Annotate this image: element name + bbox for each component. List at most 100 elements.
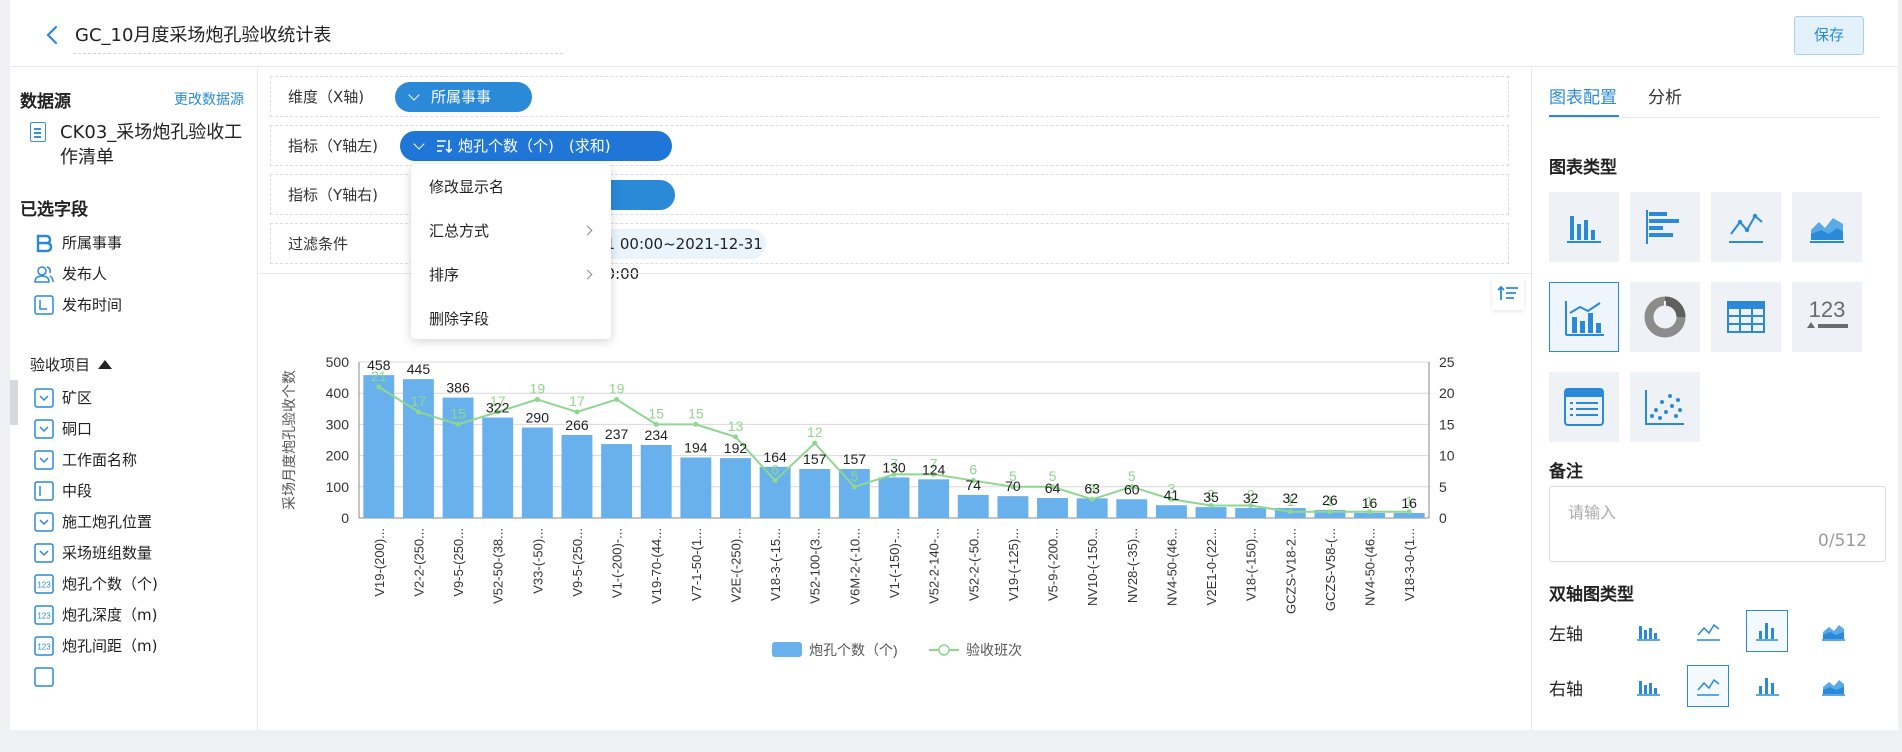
dropdown-icon bbox=[34, 450, 54, 470]
save-button[interactable]: 保存 bbox=[1794, 16, 1864, 55]
x-axis-field-pill[interactable]: 所属事事 bbox=[395, 82, 532, 112]
bar-data-label: 157 bbox=[803, 451, 827, 467]
y2-tick-label: 15 bbox=[1439, 416, 1455, 432]
bar bbox=[482, 417, 514, 518]
left-axis-type-area[interactable] bbox=[1812, 610, 1854, 652]
y-left-row[interactable]: 指标（Y轴左) 炮孔个数（个) (求和) bbox=[270, 125, 1509, 166]
text-icon bbox=[34, 481, 54, 501]
line-point bbox=[772, 478, 778, 484]
chart-type-area[interactable] bbox=[1792, 192, 1862, 262]
bar bbox=[838, 469, 870, 518]
line-point bbox=[534, 396, 540, 402]
menu-item-aggregation[interactable]: 汇总方式 bbox=[429, 216, 599, 246]
line-point bbox=[1406, 509, 1412, 515]
number-icon-text: 123 bbox=[37, 643, 51, 652]
menu-item-label: 修改显示名 bbox=[429, 178, 505, 196]
line-chart-icon bbox=[1697, 678, 1720, 696]
chevron-right-icon bbox=[582, 269, 593, 280]
bar bbox=[918, 479, 950, 518]
left-axis-type-column[interactable] bbox=[1746, 610, 1788, 652]
line-point bbox=[931, 471, 937, 477]
remark-heading: 备注 bbox=[1549, 462, 1583, 482]
panel-collapse-handle[interactable] bbox=[10, 380, 18, 425]
x-tick-label: NV4-50-(46... bbox=[1363, 528, 1378, 606]
right-axis-type-line[interactable] bbox=[1687, 665, 1729, 707]
bar-data-label: 60 bbox=[1124, 481, 1140, 497]
right-axis-type-bar[interactable] bbox=[1627, 665, 1669, 707]
remark-textarea[interactable]: 请输入 0/512 bbox=[1549, 486, 1886, 562]
x-tick-label: NV4-50-(46... bbox=[1164, 528, 1179, 606]
line-data-label: 6 bbox=[771, 462, 779, 478]
area-chart-icon bbox=[1810, 218, 1844, 243]
dropdown-icon bbox=[34, 388, 54, 408]
bar-data-label: 445 bbox=[407, 361, 431, 377]
line-chart-icon bbox=[1697, 623, 1720, 641]
line-point bbox=[1248, 503, 1254, 509]
legend-label: 炮孔个数（个) bbox=[809, 642, 898, 658]
line-point bbox=[1129, 484, 1135, 490]
report-title-input[interactable]: GC_10月度采场炮孔验收统计表 bbox=[73, 18, 563, 54]
bar bbox=[561, 435, 593, 518]
right-axis-type-column[interactable] bbox=[1746, 665, 1788, 707]
line-data-label: 13 bbox=[728, 418, 744, 434]
chart-type-table[interactable] bbox=[1711, 282, 1781, 352]
line-data-label: 5 bbox=[1049, 468, 1057, 484]
right-axis-type-area[interactable] bbox=[1812, 665, 1854, 707]
chart-type-line[interactable] bbox=[1711, 192, 1781, 262]
field-label: 采场班组数量 bbox=[62, 544, 153, 562]
chart-type-number-card[interactable]: 123 bbox=[1792, 282, 1862, 352]
line-point bbox=[812, 440, 818, 446]
number-icon: 123 bbox=[34, 636, 54, 656]
back-icon[interactable] bbox=[40, 22, 66, 48]
menu-item-rename[interactable]: 修改显示名 bbox=[429, 172, 599, 202]
left-axis-type-line[interactable] bbox=[1687, 610, 1729, 652]
x-tick-label: V5-9-(-200... bbox=[1046, 528, 1061, 601]
bar bbox=[1393, 513, 1425, 518]
sort-button[interactable] bbox=[1492, 278, 1524, 310]
x-tick-label: V19-(-125)... bbox=[1006, 528, 1021, 601]
x-tick-label: V2E-(-250)... bbox=[728, 528, 743, 602]
bar bbox=[521, 427, 553, 518]
bar-data-label: 16 bbox=[1362, 495, 1378, 511]
sort-icon bbox=[1497, 285, 1518, 300]
bar-data-label: 124 bbox=[922, 461, 946, 477]
dropdown-icon bbox=[34, 419, 54, 439]
y-left-field-pill[interactable]: 炮孔个数（个) (求和) bbox=[400, 131, 672, 161]
change-datasource-link[interactable]: 更改数据源 bbox=[174, 92, 244, 108]
tab-analysis[interactable]: 分析 bbox=[1648, 88, 1682, 108]
y-left-label: 指标（Y轴左) bbox=[288, 137, 379, 155]
chart-type-horizontal-bar[interactable] bbox=[1630, 192, 1700, 262]
bar bbox=[1235, 508, 1267, 518]
line-point bbox=[851, 484, 857, 490]
chart-type-bar[interactable] bbox=[1549, 192, 1619, 262]
left-axis-type-bar[interactable] bbox=[1627, 610, 1669, 652]
line-data-label: 5 bbox=[1128, 468, 1136, 484]
field-context-menu: 修改显示名 汇总方式 排序 删除字段 bbox=[411, 164, 611, 339]
pie-chart-icon bbox=[1644, 296, 1686, 338]
x-tick-label: V52-2-140-... bbox=[927, 528, 942, 604]
x-tick-label: V7-1-50-(1... bbox=[689, 528, 704, 601]
menu-item-delete[interactable]: 删除字段 bbox=[429, 304, 599, 334]
y-tick-label: 300 bbox=[326, 416, 350, 432]
filter-label: 过滤条件 bbox=[288, 235, 349, 253]
x-axis-row[interactable]: 维度（X轴) 所属事事 bbox=[270, 76, 1509, 117]
field-group-toggle[interactable]: 验收项目 bbox=[30, 354, 113, 375]
tab-chart-config[interactable]: 图表配置 bbox=[1549, 88, 1617, 108]
chart-type-scatter[interactable] bbox=[1630, 372, 1700, 442]
chart-type-combo[interactable] bbox=[1549, 282, 1619, 352]
dual-axis-heading: 双轴图类型 bbox=[1549, 585, 1634, 605]
menu-item-sort[interactable]: 排序 bbox=[429, 260, 599, 290]
x-tick-label: V18-3-(-15... bbox=[768, 528, 783, 601]
config-panel: 图表配置 分析 图表类型 123 bbox=[1531, 68, 1898, 730]
line-data-label: 2 bbox=[1247, 487, 1255, 503]
y-tick-label: 400 bbox=[326, 385, 350, 401]
line-data-label: 1 bbox=[1366, 493, 1374, 509]
bar bbox=[997, 496, 1029, 518]
scatter-icon bbox=[1645, 390, 1684, 425]
line-data-label: 6 bbox=[969, 462, 977, 478]
number-card-text: 123 bbox=[1809, 297, 1846, 322]
chart-type-detail-table[interactable] bbox=[1549, 372, 1619, 442]
bar bbox=[1354, 513, 1386, 518]
chart-type-pie[interactable] bbox=[1630, 282, 1700, 352]
